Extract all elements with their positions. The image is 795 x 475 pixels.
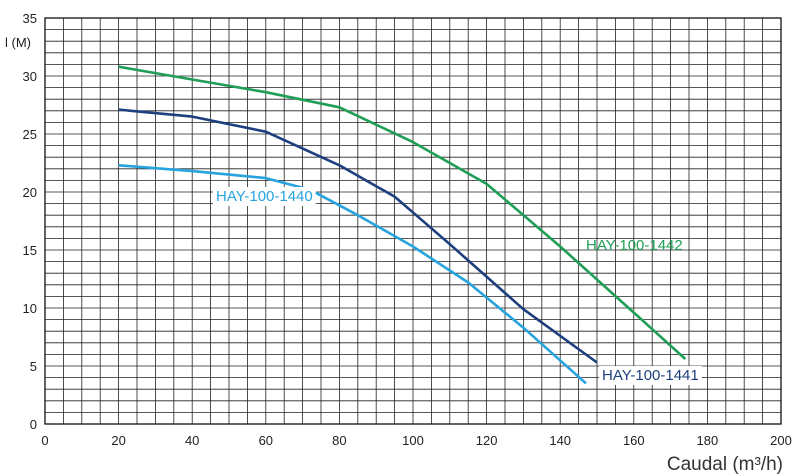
x-tick-label: 40 — [185, 433, 199, 448]
x-axis-label: Caudal (m³/h) — [667, 454, 783, 475]
series-lines — [118, 65, 687, 385]
series-line-HAY-100-1440 — [118, 164, 587, 385]
grid — [44, 17, 782, 425]
x-tick-label: 20 — [111, 433, 125, 448]
y-tick-label: 0 — [30, 417, 37, 432]
series-label-HAY-100-1440: HAY-100-1440 — [216, 188, 313, 205]
x-tick-label: 200 — [770, 433, 792, 448]
x-tick-label: 120 — [476, 433, 498, 448]
y-tick-label: 20 — [23, 185, 37, 200]
y-tick-label: 15 — [23, 243, 37, 258]
x-tick-labels: 0 20 40 60 80 100 120 140 160 180 200 — [41, 433, 791, 448]
x-tick-label: 100 — [402, 433, 424, 448]
x-tick-label: 0 — [41, 433, 48, 448]
series-line-HAY-100-1441 — [118, 108, 598, 364]
x-tick-label: 140 — [549, 433, 571, 448]
y-tick-labels: 0 5 10 15 20 25 30 35 — [23, 11, 37, 432]
series-label-background — [213, 187, 316, 206]
x-tick-label: 80 — [332, 433, 346, 448]
plot-border — [44, 17, 782, 425]
y-tick-label: 30 — [23, 69, 37, 84]
y-tick-label: 25 — [23, 127, 37, 142]
x-tick-label: 160 — [623, 433, 645, 448]
y-axis-label: l (M) — [5, 35, 31, 50]
series-label-HAY-100-1442: HAY-100-1442 — [586, 237, 683, 254]
series-line-HAY-100-1442 — [118, 65, 687, 360]
y-tick-label: 10 — [23, 301, 37, 316]
x-tick-label: 60 — [259, 433, 273, 448]
y-tick-label: 5 — [30, 359, 37, 374]
series-label-background — [599, 366, 702, 385]
series-label-HAY-100-1441: HAY-100-1441 — [602, 367, 699, 384]
y-tick-label: 35 — [23, 11, 37, 26]
plot-frame — [44, 17, 782, 425]
x-tick-label: 180 — [697, 433, 719, 448]
series-labels: HAY-100-1442 HAY-100-1441 HAY-100-1440 — [213, 187, 702, 385]
